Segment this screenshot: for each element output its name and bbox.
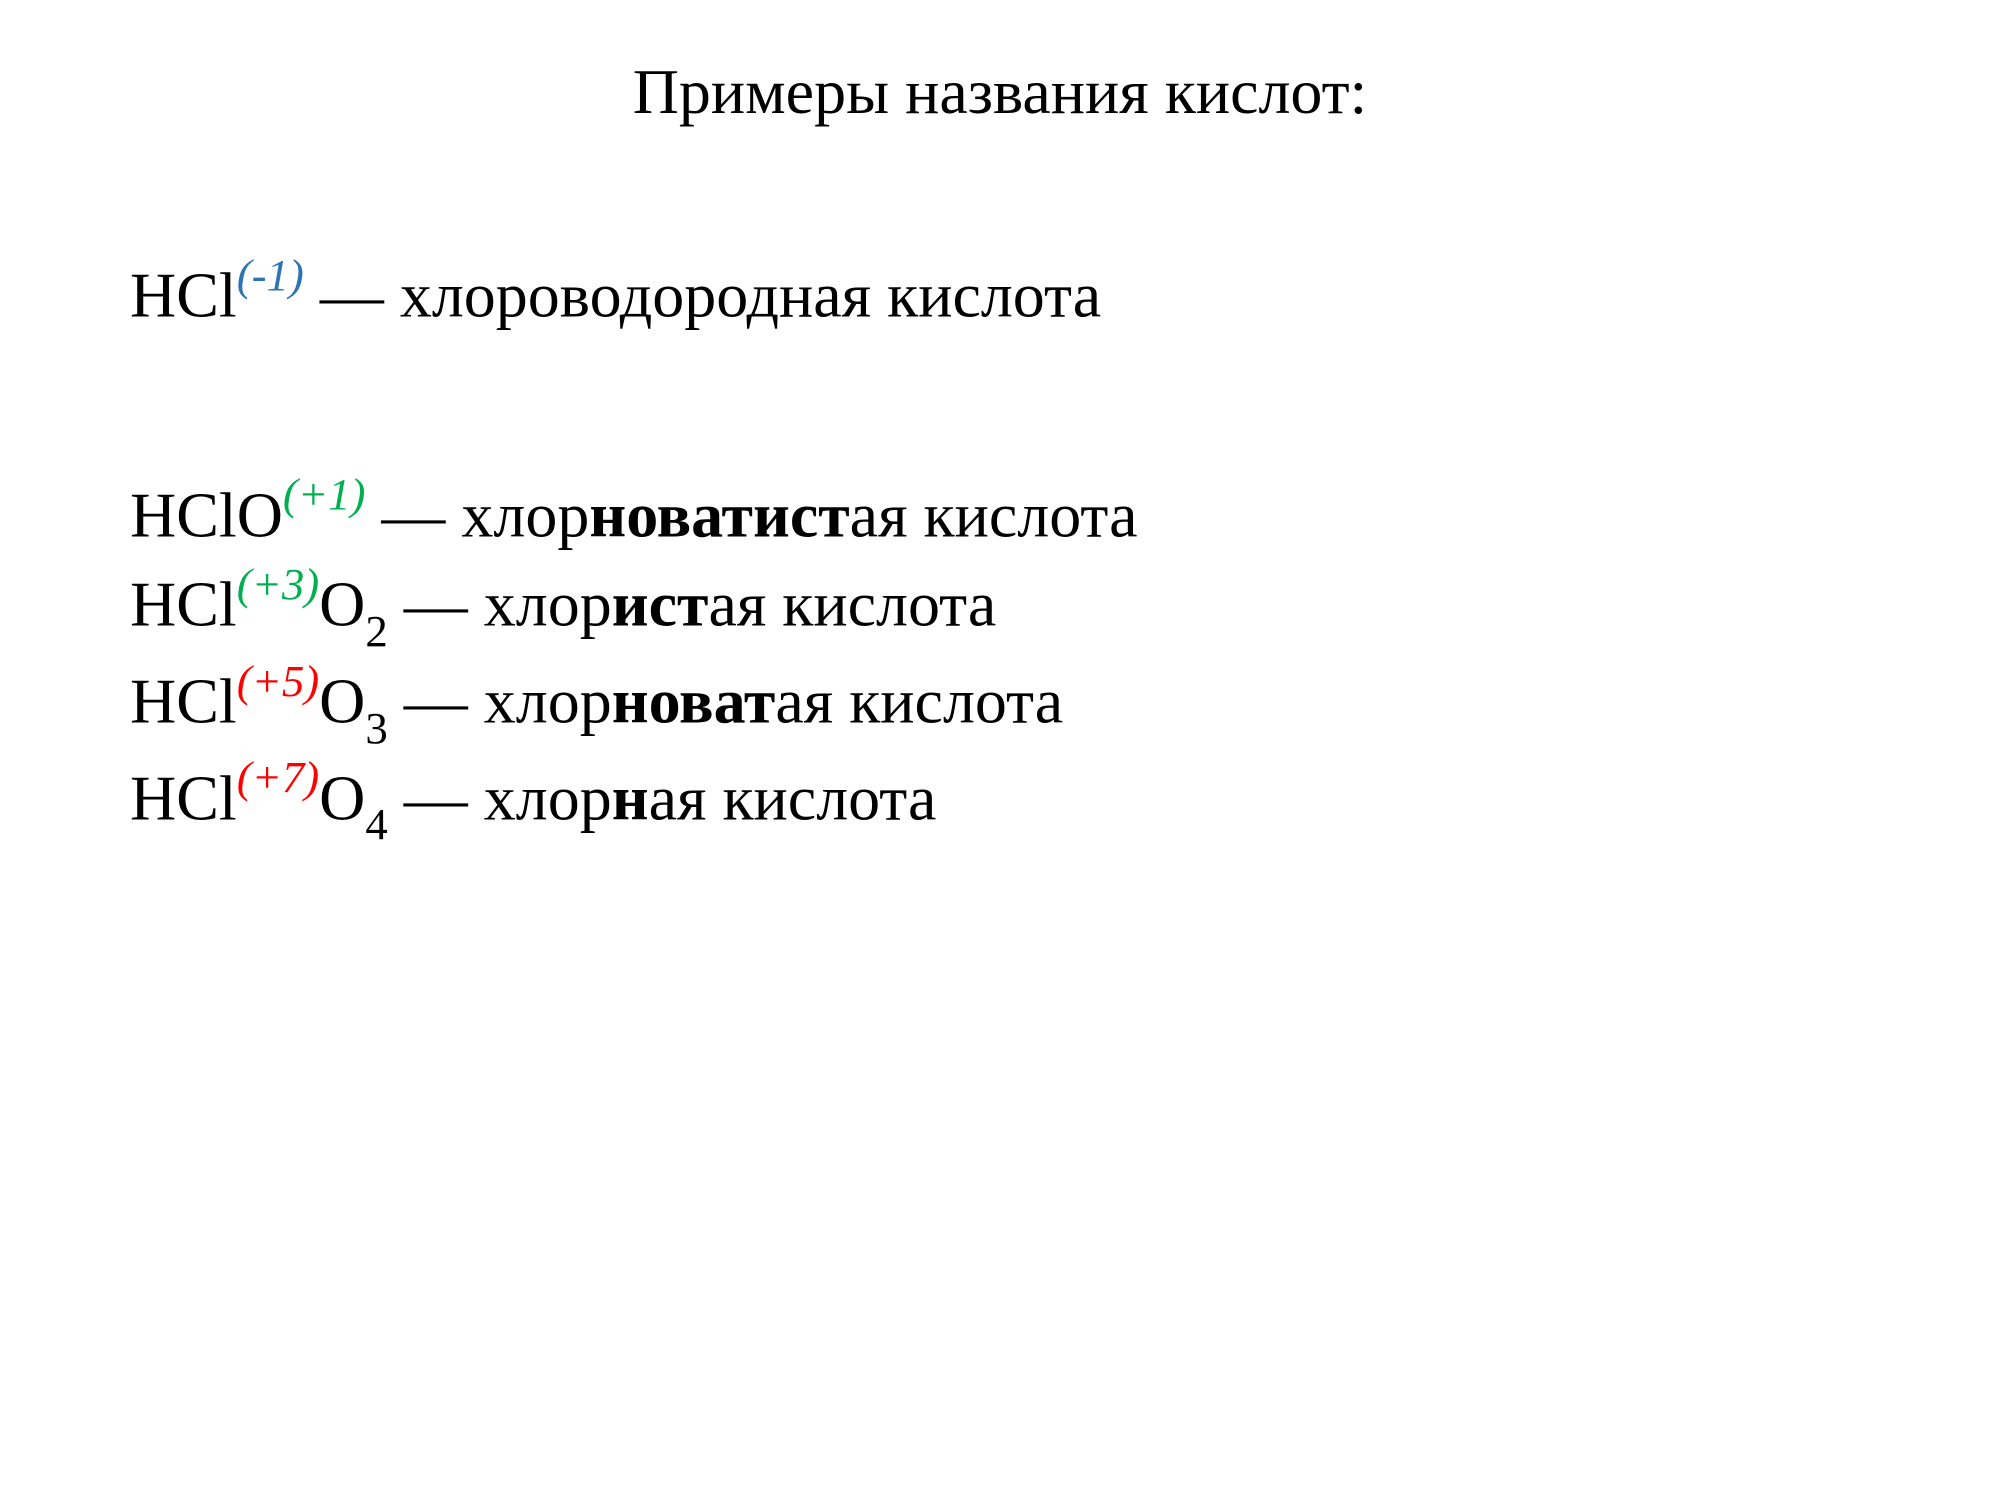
acid-name-tail: ая кислота: [649, 762, 937, 833]
acid-name-bold: новат: [612, 665, 776, 736]
formula-suffix-sub: 3: [365, 703, 387, 753]
formula-suffix-el: O: [319, 762, 365, 833]
formula-base: HCl: [130, 665, 237, 736]
formula-base: HCl: [130, 569, 237, 640]
acid-name-tail: ая кислота: [708, 569, 996, 640]
formula-base: HCl: [130, 762, 237, 833]
oxidation-state: (+3): [237, 559, 319, 609]
acid-name-bold: н: [612, 762, 649, 833]
acid-name-tail: ая кислота: [813, 259, 1101, 330]
acid-name-tail: ая кислота: [775, 665, 1063, 736]
acid-line-4: HCl(+5)O3 — хлорноватая кислота: [130, 655, 2000, 752]
acid-line-2: HClO(+1) — хлорноватистая кислота: [130, 469, 2000, 559]
oxidation-state: (+1): [283, 469, 365, 519]
dash: —: [365, 479, 461, 550]
acid-name-pre: хлор: [484, 665, 612, 736]
acid-name-pre: хлороводород: [400, 259, 779, 330]
dash: —: [388, 665, 484, 736]
oxidation-state: (-1): [237, 250, 304, 300]
acid-name-pre: хлор: [484, 569, 612, 640]
dash: —: [388, 569, 484, 640]
formula-suffix-sub: 4: [365, 799, 387, 849]
dash: —: [304, 259, 400, 330]
oxidation-state: (+5): [237, 656, 319, 706]
oxidation-state: (+7): [237, 752, 319, 802]
formula-base: HClO: [130, 479, 283, 550]
formula-suffix-sub: 2: [365, 606, 387, 656]
formula-suffix-el: O: [319, 569, 365, 640]
acid-name-post: н: [779, 259, 813, 330]
formula-base: HCl: [130, 259, 237, 330]
acid-name-pre: хлор: [461, 479, 589, 550]
acid-name-tail: ая кислота: [850, 479, 1138, 550]
slide-content: HCl(-1) — хлороводородная кислота HClO(+…: [0, 249, 2000, 848]
acid-name-bold: новатист: [589, 479, 849, 550]
slide-title: Примеры названия кислот:: [0, 55, 2000, 129]
acid-name-bold: ист: [612, 569, 709, 640]
acid-line-5: HCl(+7)O4 — хлорная кислота: [130, 752, 2000, 849]
acid-name-pre: хлор: [484, 762, 612, 833]
acid-line-3: HCl(+3)O2 — хлористая кислота: [130, 558, 2000, 655]
dash: —: [388, 762, 484, 833]
formula-suffix-el: O: [319, 665, 365, 736]
acid-line-1: HCl(-1) — хлороводородная кислота: [130, 249, 2000, 339]
